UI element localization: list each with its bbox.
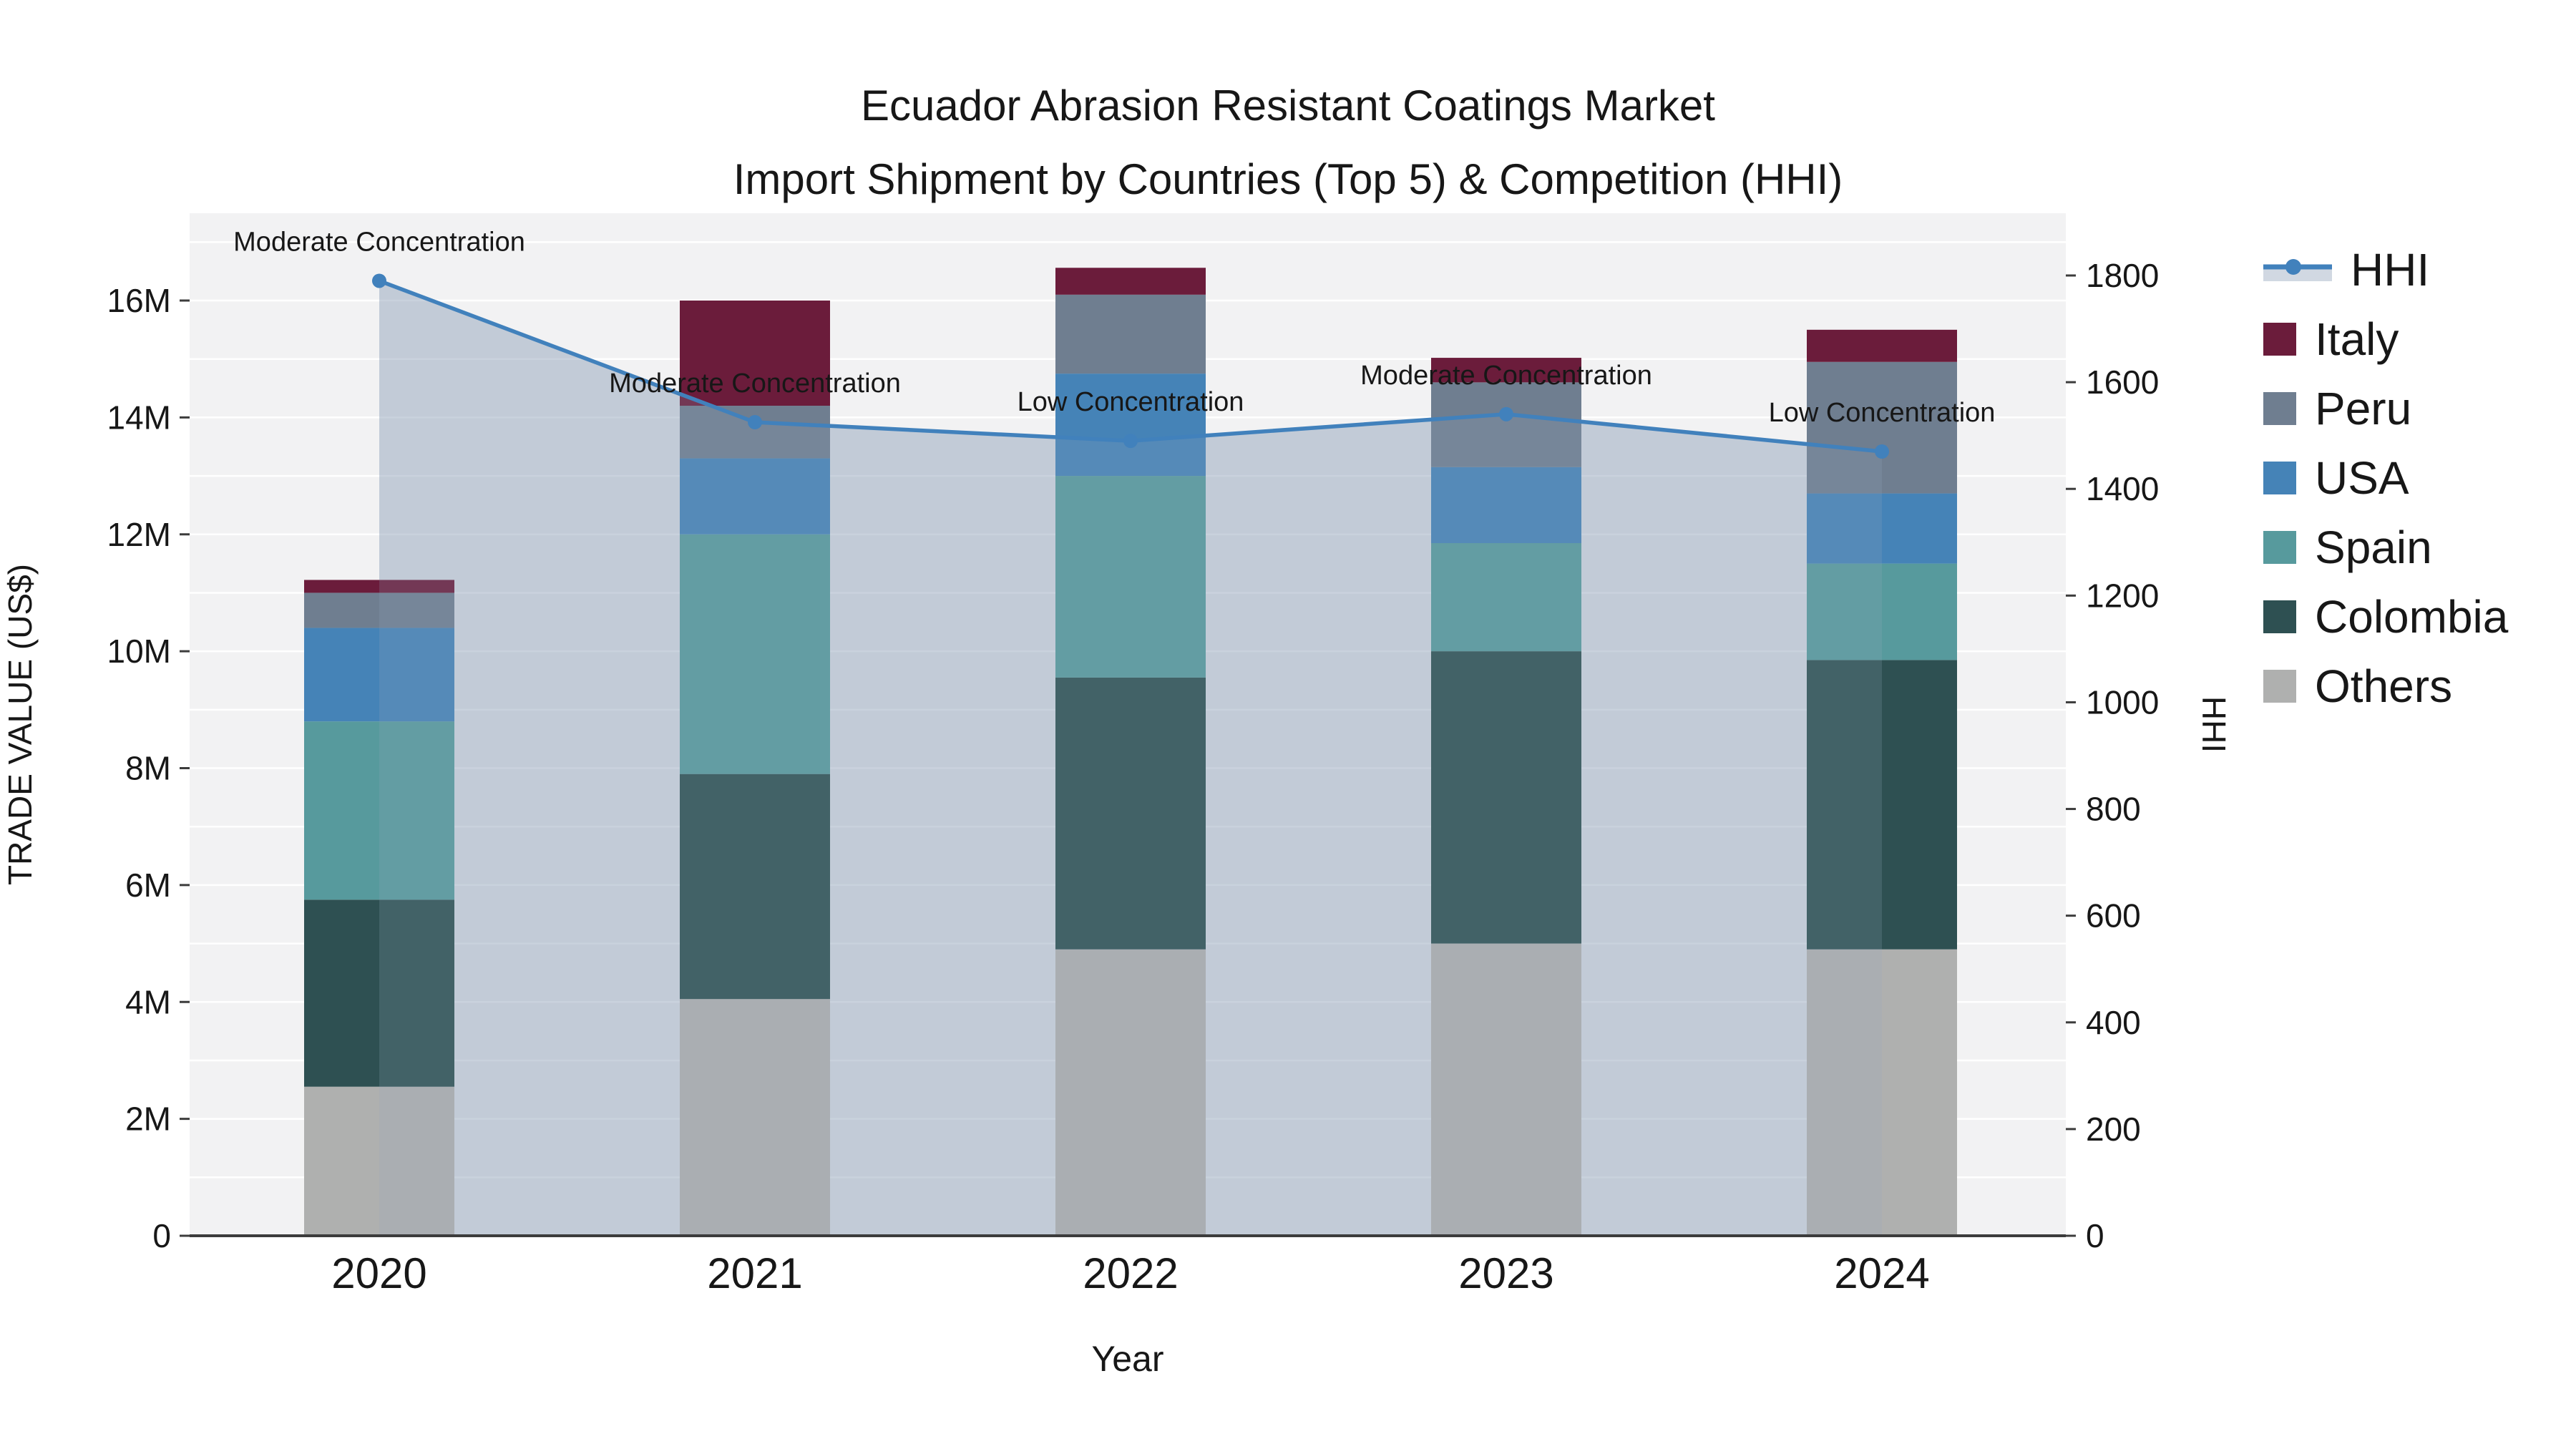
y-left-tick-label: 14M [107, 399, 171, 436]
bar-segment-usa-2021 [680, 458, 830, 535]
bar-segment-spain-2024 [1807, 563, 1957, 660]
bar-segment-others-2020 [304, 1086, 454, 1236]
y-right-tick-label: 800 [2086, 791, 2141, 828]
bar-segment-usa-2022 [1055, 374, 1206, 477]
bar-segment-peru-2023 [1431, 382, 1581, 467]
bar-segment-others-2023 [1431, 943, 1581, 1236]
y-axis-title-right: HHI [2195, 696, 2233, 753]
bar-segment-usa-2024 [1807, 493, 1957, 564]
bar-segment-peru-2024 [1807, 361, 1957, 494]
bar-segment-italy-2023 [1431, 358, 1581, 383]
y-right-tick-label: 1600 [2086, 364, 2159, 401]
bar-segment-peru-2021 [680, 406, 830, 459]
legend-swatch-others [2263, 669, 2296, 703]
legend-item-spain: Spain [2263, 512, 2508, 582]
bar-segment-italy-2022 [1055, 268, 1206, 295]
y-right-tick-label: 1200 [2086, 577, 2159, 614]
chart-title-line1: Ecuador Abrasion Resistant Coatings Mark… [861, 82, 1715, 130]
y-left-tick-label: 12M [107, 516, 171, 553]
y-left-tick-label: 2M [125, 1101, 171, 1138]
legend-item-usa: USA [2263, 443, 2508, 512]
bar-segment-spain-2022 [1055, 476, 1206, 678]
y-right-tick-label: 0 [2086, 1217, 2104, 1254]
legend-item-italy: Italy [2263, 304, 2508, 374]
x-tick-label: 2023 [1458, 1249, 1553, 1297]
legend-item-hhi: HHI [2263, 235, 2508, 304]
chart-title-line2: Import Shipment by Countries (Top 5) & C… [733, 155, 1843, 203]
y-right-tick-label: 600 [2086, 897, 2141, 935]
bar-segment-italy-2024 [1807, 329, 1957, 362]
legend-item-colombia: Colombia [2263, 582, 2508, 651]
bar-segment-colombia-2020 [304, 899, 454, 1087]
legend-swatch-spain [2263, 530, 2296, 564]
legend-swatch-italy [2263, 322, 2296, 356]
y-right-tick-label: 1800 [2086, 257, 2159, 294]
annotation-2021: Moderate Concentration [609, 369, 901, 399]
bar-segment-others-2024 [1807, 949, 1957, 1236]
chart-title: Ecuador Abrasion Resistant Coatings Mark… [0, 69, 2576, 216]
y-left-tick-label: 0 [152, 1217, 171, 1254]
hhi-marker-2021 [748, 415, 762, 430]
legend-label-usa: USA [2315, 452, 2409, 504]
x-tick-label: 2020 [331, 1249, 426, 1297]
bar-segment-italy-2021 [680, 301, 830, 406]
legend: HHI Italy Peru USA Spain Colombia Others [2263, 235, 2508, 721]
x-tick-label: 2022 [1083, 1249, 1178, 1297]
hhi-marker-2022 [1123, 434, 1138, 449]
hhi-marker-2024 [1875, 444, 1889, 459]
annotation-2023: Moderate Concentration [1360, 361, 1652, 391]
bar-segment-colombia-2024 [1807, 660, 1957, 950]
x-tick-label: 2021 [707, 1249, 802, 1297]
y-right-tick-label: 1400 [2086, 470, 2159, 507]
bar-segment-others-2021 [680, 999, 830, 1236]
legend-hhi-marker [2263, 258, 2332, 281]
legend-item-others: Others [2263, 651, 2508, 721]
bar-segment-peru-2020 [304, 592, 454, 628]
annotation-2024: Low Concentration [1769, 398, 1996, 428]
y-right-tick-label: 1000 [2086, 683, 2159, 721]
bar-segment-colombia-2023 [1431, 651, 1581, 944]
x-axis-title: Year [1091, 1339, 1163, 1379]
legend-label-italy: Italy [2315, 313, 2399, 365]
legend-label-peru: Peru [2315, 382, 2412, 434]
x-tick-label: 2024 [1834, 1249, 1929, 1297]
legend-label-others: Others [2315, 660, 2453, 712]
bar-segment-others-2022 [1055, 949, 1206, 1236]
legend-swatch-colombia [2263, 600, 2296, 633]
y-left-tick-label: 4M [125, 983, 171, 1020]
bar-segment-italy-2020 [304, 580, 454, 593]
bar-segment-spain-2020 [304, 721, 454, 900]
hhi-marker-2020 [372, 273, 386, 288]
legend-swatch-usa [2263, 461, 2296, 494]
y-left-tick-label: 16M [107, 282, 171, 319]
y-right-tick-label: 200 [2086, 1111, 2141, 1148]
y-left-tick-label: 10M [107, 633, 171, 670]
bar-segment-colombia-2022 [1055, 677, 1206, 950]
y-axis-title-left: TRADE VALUE (US$) [1, 564, 39, 885]
bar-segment-usa-2023 [1431, 467, 1581, 544]
bar-segment-spain-2021 [680, 534, 830, 774]
bar-segment-usa-2020 [304, 628, 454, 722]
annotation-2020: Moderate Concentration [233, 227, 525, 257]
hhi-area-over [379, 280, 1882, 1234]
legend-item-peru: Peru [2263, 374, 2508, 443]
annotation-2022: Low Concentration [1018, 387, 1244, 417]
hhi-marker-2023 [1499, 406, 1513, 421]
bar-segment-peru-2022 [1055, 294, 1206, 374]
legend-swatch-peru [2263, 391, 2296, 425]
y-left-tick-label: 6M [125, 867, 171, 904]
legend-label-hhi: HHI [2351, 243, 2430, 296]
y-left-tick-label: 8M [125, 750, 171, 787]
y-right-tick-label: 400 [2086, 1004, 2141, 1041]
legend-label-spain: Spain [2315, 521, 2432, 573]
bar-segment-spain-2023 [1431, 543, 1581, 652]
legend-label-colombia: Colombia [2315, 590, 2509, 643]
bar-segment-colombia-2021 [680, 774, 830, 1000]
